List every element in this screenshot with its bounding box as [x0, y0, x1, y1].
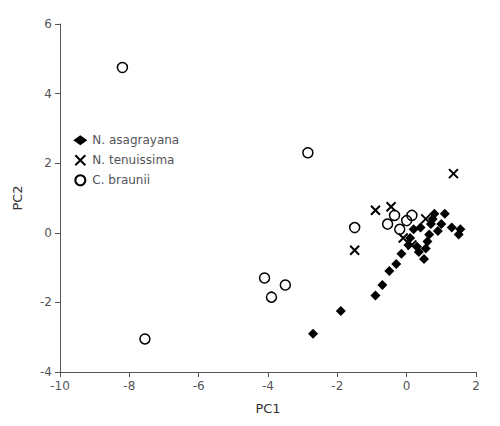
svg-text:-8: -8	[123, 379, 135, 393]
svg-text:4: 4	[44, 87, 52, 101]
svg-text:6: 6	[44, 17, 52, 31]
svg-text:-4: -4	[40, 365, 52, 379]
svg-text:2: 2	[472, 379, 480, 393]
svg-text:N. tenuissima: N. tenuissima	[92, 153, 174, 167]
svg-text:PC2: PC2	[10, 185, 25, 210]
svg-text:-10: -10	[50, 379, 70, 393]
svg-text:-2: -2	[40, 295, 52, 309]
svg-text:0: 0	[44, 226, 52, 240]
svg-text:0: 0	[403, 379, 411, 393]
svg-text:-6: -6	[193, 379, 205, 393]
svg-text:PC1: PC1	[255, 401, 280, 416]
svg-text:N. asagrayana: N. asagrayana	[92, 133, 179, 147]
svg-text:-2: -2	[331, 379, 343, 393]
svg-text:-4: -4	[262, 379, 274, 393]
svg-text:2: 2	[44, 156, 52, 170]
svg-text:C. braunii: C. braunii	[92, 173, 150, 187]
